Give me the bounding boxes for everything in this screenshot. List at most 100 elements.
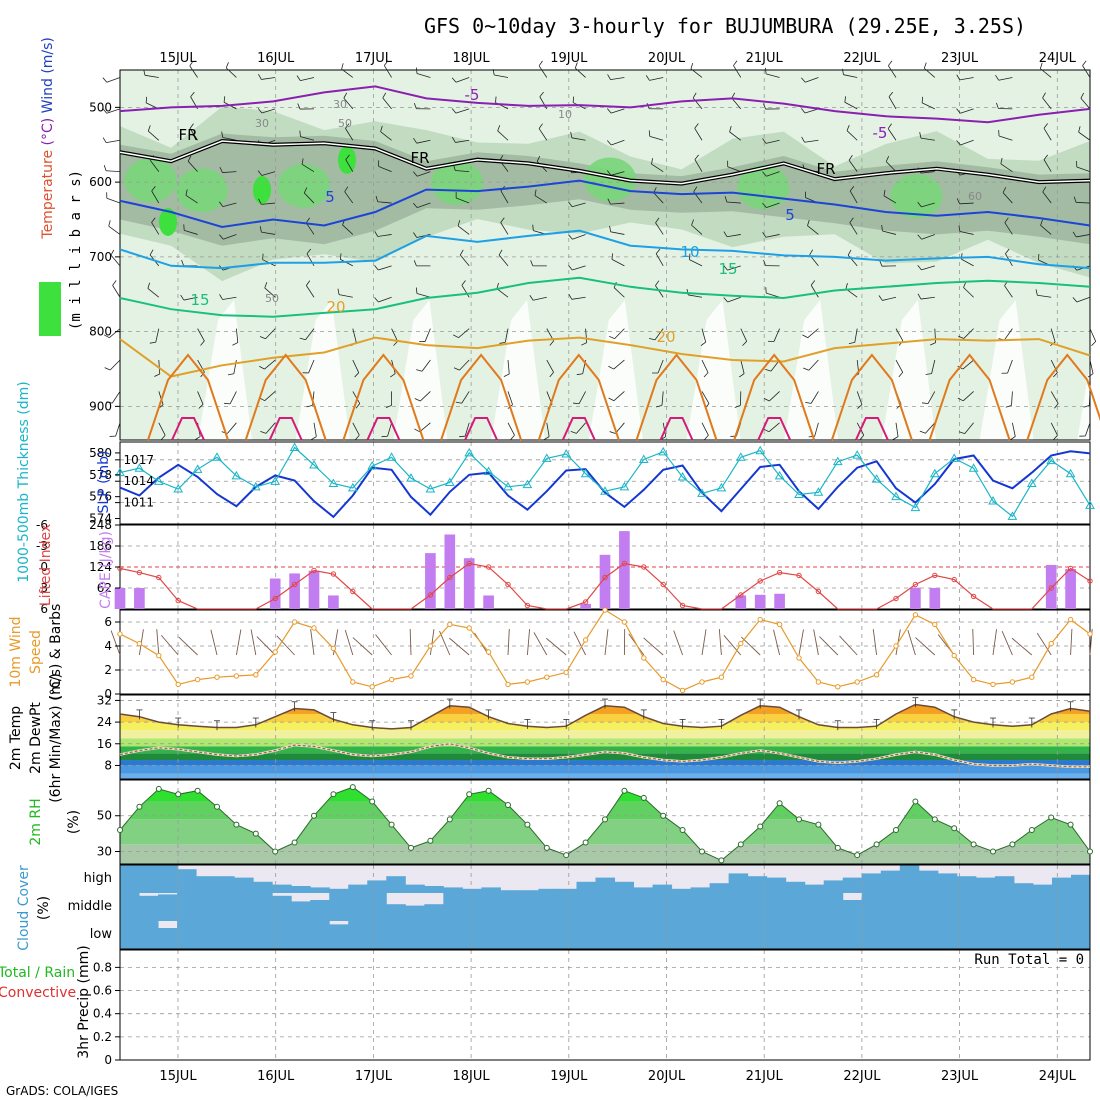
wind-barb xyxy=(765,234,780,238)
rh-dry-column xyxy=(784,300,839,440)
wind-barb-flag xyxy=(925,373,932,375)
wind-barb-flag xyxy=(607,198,611,205)
lifted-index-marker xyxy=(466,560,472,567)
wind-barb-flag xyxy=(259,226,262,233)
wind-barb-flag xyxy=(849,186,855,192)
rh-saturated-area xyxy=(124,158,177,203)
wind-barb xyxy=(689,259,703,267)
wind-speed-marker xyxy=(408,673,414,679)
wind-barb-flag xyxy=(655,248,661,254)
wind-barb-flag xyxy=(763,428,770,433)
wind-barb-flag xyxy=(305,217,310,224)
cloud-high-cell xyxy=(177,869,197,893)
wind-barb xyxy=(733,65,742,78)
wind-barb xyxy=(921,202,935,208)
cloud-low-cell xyxy=(253,921,273,949)
wind-barb-flag xyxy=(1053,372,1058,378)
wind-barb-flag xyxy=(802,334,808,339)
wind-barb-flag xyxy=(536,155,541,162)
rh-marker xyxy=(505,802,511,809)
thickness-line xyxy=(119,446,1091,518)
wind-barb-flag xyxy=(227,373,234,376)
wind-barb-flag xyxy=(374,265,379,271)
contour-label: -5 xyxy=(465,86,480,104)
wind-10m-barb xyxy=(701,629,707,656)
rh-marker xyxy=(330,791,337,798)
isotherm-25 xyxy=(1026,353,1100,441)
wind-barb-flag xyxy=(956,198,960,205)
cloud-high-cell xyxy=(614,881,635,893)
wind-barb xyxy=(854,328,858,343)
isotherm-15 xyxy=(119,276,1091,318)
wind-barb xyxy=(651,163,664,172)
cloud-high-cell xyxy=(329,888,349,893)
wind-barb xyxy=(147,288,160,298)
cloud-high-cell xyxy=(310,887,330,893)
cloud-middle-cell xyxy=(367,893,387,921)
cape-bar xyxy=(114,588,126,609)
rh-ylabel-line2: (%) xyxy=(66,810,82,834)
wind-barb-flag xyxy=(570,430,577,434)
wind-barb xyxy=(1042,191,1052,204)
cloud-middle-cell xyxy=(766,893,787,921)
wind-speed-marker xyxy=(893,643,899,649)
wind-barb xyxy=(727,296,741,303)
tick-label: 0.6 xyxy=(93,984,112,998)
rh-marker xyxy=(1009,841,1016,848)
cloud-low-cell xyxy=(272,921,292,949)
wind-speed-marker xyxy=(253,672,259,678)
cloud-high-cell xyxy=(956,876,977,893)
cloud-middle-cell xyxy=(177,893,197,921)
thickness-marker xyxy=(910,502,921,512)
cape-bar xyxy=(774,593,785,609)
cloud-high-cell xyxy=(139,865,159,893)
wind-barb-flag xyxy=(306,404,313,408)
cloud-middle-cell xyxy=(500,893,520,921)
cloud-middle-cell xyxy=(899,893,920,921)
wind-barb xyxy=(225,67,237,78)
svg-text:RH (%) Temperature: RH (%) Temperature (°C) Wind (m/s) xyxy=(40,37,56,300)
temp-band xyxy=(120,722,1090,731)
cape-tick-label: 124 xyxy=(89,560,112,574)
cloud-high-cell xyxy=(652,884,673,893)
wind-barb xyxy=(106,170,121,173)
wind-speed-marker xyxy=(117,631,123,637)
wind-barb xyxy=(1089,328,1097,342)
wind-barb-flag xyxy=(573,402,580,405)
rh-marker xyxy=(1067,821,1074,828)
wind-barb-flag xyxy=(809,249,814,256)
wind-barb xyxy=(185,194,198,204)
wind-barb-flag xyxy=(568,293,573,300)
cloud-high-cell xyxy=(215,876,235,893)
wind-barb-flag xyxy=(606,140,612,146)
wind-speed-marker xyxy=(951,652,957,659)
wind-barb xyxy=(106,139,121,144)
date-label-top: 18JUL xyxy=(453,51,491,66)
wind-barb xyxy=(921,265,935,271)
contour-label: 30 xyxy=(333,98,347,111)
date-label-top: 19JUL xyxy=(550,51,588,66)
wind-barb-flag xyxy=(455,401,462,404)
tick-label: 50 xyxy=(97,809,112,823)
date-label-bottom: 17JUL xyxy=(355,1069,393,1084)
cloud-low-cell xyxy=(709,921,730,949)
wind-barb xyxy=(377,201,392,204)
cape-bar xyxy=(425,553,436,609)
cloud-high-cell xyxy=(481,887,501,893)
wind-speed-marker xyxy=(932,621,938,628)
rh-marker xyxy=(155,785,162,792)
temp-ylabel-line2: 2m DewPt xyxy=(28,702,44,774)
wind-barb xyxy=(843,74,858,78)
wind-barb xyxy=(925,422,936,434)
cape-bar xyxy=(269,578,281,609)
rh-saturated-core xyxy=(338,146,356,174)
wind-barb xyxy=(187,161,198,172)
rh-marker xyxy=(893,827,899,834)
tick-label: 700 xyxy=(89,250,112,264)
cloud-middle-cell xyxy=(310,900,330,921)
wind-barb-flag xyxy=(762,202,767,208)
rh-saturated-area xyxy=(277,163,330,208)
wind-barb-flag xyxy=(412,171,418,177)
cloud-middle-cell xyxy=(1013,893,1034,921)
rh-marker xyxy=(563,852,570,859)
